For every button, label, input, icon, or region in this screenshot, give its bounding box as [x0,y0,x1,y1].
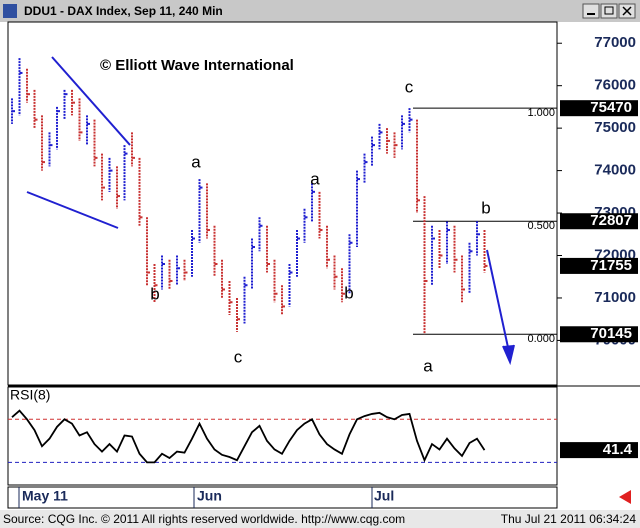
x-tick-label: Jun [197,488,222,504]
price-box [560,100,638,117]
window-title: DDU1 - DAX Index, Sep 11, 240 Min [24,4,223,18]
close-icon [622,6,632,16]
footer-bar [0,510,640,528]
price-box [560,326,638,343]
price-box [560,257,638,274]
footer-source: Source: CQG Inc. © 2011 All rights reser… [3,512,405,526]
price-box-label: 72807 [590,212,632,229]
minimize-button[interactable] [582,3,600,19]
arrow-head [502,344,515,366]
x-tick-label: Jul [374,488,394,504]
rsi-title: RSI(8) [10,387,50,403]
price-box-label: 70145 [590,325,632,342]
wave-label: a [423,356,433,375]
wave-label: b [344,283,353,302]
y-tick-label: 75000 [594,119,636,136]
y-tick-label: 76000 [594,77,636,94]
fib-label: 1.000 [527,107,555,119]
rsi-panel [7,386,558,486]
x-tick-label: May 11 [22,488,68,504]
copyright-annotation: © Elliott Wave International [100,57,294,74]
wave-label: a [191,152,201,171]
window-buttons[interactable] [582,3,636,19]
maximize-button[interactable] [600,3,618,19]
fib-label: 0.500 [527,220,555,232]
channel-upper-line [51,56,131,146]
wave-label: a [310,169,320,188]
footer-timestamp: Thu Jul 21 2011 06:34:24 [501,512,637,526]
fib-label: 0.000 [527,333,555,345]
price-box [560,213,638,230]
y-tick-label: 71000 [594,289,636,306]
maximize-icon [604,6,614,15]
x-axis-panel [7,486,558,509]
price-panel [7,21,558,386]
scroll-arrow[interactable] [619,490,631,504]
y-tick-label: 74000 [594,162,636,179]
title-bar [0,0,640,22]
projection-arrow [486,249,510,353]
wave-label: b [150,284,159,303]
price-box-label: 75470 [590,99,632,116]
wave-label: c [234,347,243,366]
rsi-value-box [560,442,638,459]
trend-lines [26,56,515,366]
rsi-value-label: 41.4 [603,441,633,458]
app-icon [3,4,17,18]
wave-label: b [481,198,490,217]
plot-layer: 7700076000750007400073000720007100070000… [8,34,638,508]
channel-lower-line [26,191,119,229]
y-tick-label: 77000 [594,34,636,51]
wave-label: c [405,77,414,96]
price-box-label: 71755 [590,257,632,274]
rsi-line [11,409,486,464]
